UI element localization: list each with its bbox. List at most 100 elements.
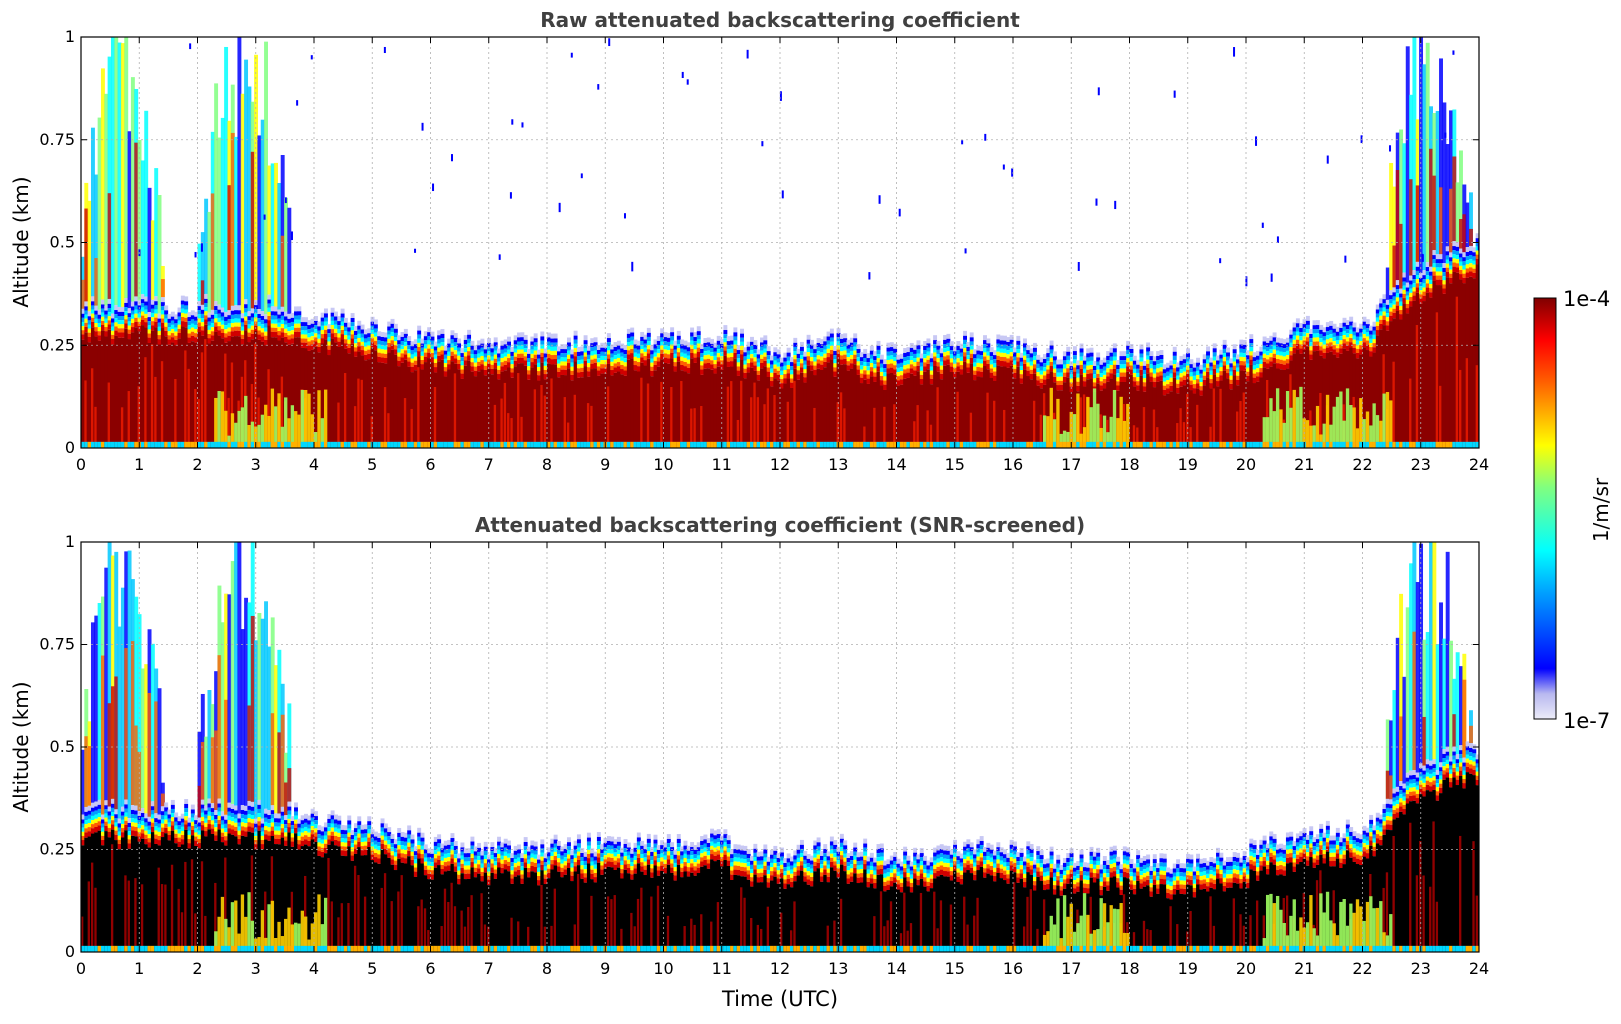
edge-band-cell [1226,352,1230,356]
core-streak-cell [1186,394,1188,448]
edge-band-cell [733,341,737,345]
edge-band-cell [457,338,461,343]
edge-band-cell [534,333,538,338]
edge-band-cell [584,335,588,340]
x-tick-label: 18 [1119,455,1139,474]
edge-band-cell [574,336,578,340]
edge-band-cell [880,355,884,360]
edge-band-cell [507,337,511,342]
noise-speck [1095,199,1097,206]
edge-band-cell [567,342,571,346]
edge-band-cell [351,322,355,326]
core-streak-cell [154,377,156,448]
core-streak-cell [1466,358,1468,448]
x-tick-label: 9 [600,455,610,474]
core-streak-cell [587,403,589,448]
plume-core-cell [1469,229,1473,246]
noise-speck [1098,87,1100,95]
plume-core-cell [161,279,165,297]
edge-band-cell [467,330,471,335]
core-streak-cell [757,397,759,448]
core-streak-cell [787,402,789,448]
edge-band-cell [351,318,355,322]
core-streak-cell [1033,401,1035,448]
edge-band-cell [670,332,674,336]
edge-band-cell [407,336,411,341]
edge-band-cell [184,296,188,301]
edge-band-cell [740,338,744,342]
edge-band-cell [1113,348,1117,352]
edge-band-cell [647,341,651,345]
edge-band-cell [793,338,797,343]
x-tick-label: 5 [367,455,377,474]
core-streak-cell [550,378,552,448]
edge-band-cell [324,318,328,322]
noise-speck [296,100,298,105]
core-streak-cell [500,399,502,448]
noise-speck [899,209,901,217]
edge-band-cell [800,342,804,347]
core-streak-cell [534,389,536,448]
edge-band-cell [1016,336,1020,341]
core-streak-cell [517,373,519,448]
edge-band-cell [164,310,168,314]
edge-band-cell [870,346,874,351]
edge-band-cell [454,333,458,338]
edge-band-cell [344,318,348,323]
core-streak-cell [188,369,190,448]
noise-speck [1444,133,1446,138]
edge-band-cell [351,313,355,318]
edge-band-cell [986,338,990,343]
x-tick-label: 22 [1352,455,1372,474]
edge-band-cell [1139,349,1143,353]
edge-band-cell [1066,356,1070,360]
noise-speck [581,173,583,178]
core-streak-cell [128,881,130,952]
x-tick-label: 23 [1411,455,1431,474]
x-tick-label: 16 [1003,455,1023,474]
core-streak-cell [1213,388,1215,448]
edge-band-cell [926,338,930,343]
x-tick-label: 20 [1236,455,1256,474]
noise-speck [1114,201,1116,209]
noise-speck [285,197,287,203]
core-streak-cell [647,383,649,448]
edge-band-cell [830,329,834,334]
edge-band-cell [916,340,920,345]
x-tick-label: 8 [542,455,552,474]
raw-backscatter-panel: Raw attenuated backscattering coefficien… [9,8,1489,474]
edge-band-cell [524,335,528,340]
edge-band-cell [334,312,338,317]
edge-band-cell [1146,347,1150,351]
core-streak-cell [544,396,546,448]
edge-band-cell [574,331,578,336]
edge-band-cell [677,331,681,336]
core-streak-cell [916,405,918,448]
edge-band-cell [494,342,498,346]
core-streak-cell [134,878,136,952]
edge-band-cell [1226,348,1230,353]
noise-speck [1255,136,1257,146]
x-tick-label: 21 [1294,455,1314,474]
edge-band-cell [830,338,834,342]
edge-band-cell [1053,351,1057,356]
edge-band-cell [1113,343,1117,348]
edge-band-cell [361,325,365,330]
core-streak-cell [184,350,186,448]
edge-band-cell [877,346,881,350]
noise-speck [264,215,266,220]
edge-band-cell [341,314,345,318]
edge-band-cell [440,338,444,342]
edge-band-cell [554,334,558,339]
edge-band-cell [933,335,937,340]
core-streak-cell [750,397,752,448]
y-tick-label: 0.25 [39,335,75,354]
noise-speck [1003,165,1005,170]
x-tick-label: 0 [76,455,86,474]
edge-band-cell [843,333,847,338]
edge-band-cell [800,347,804,351]
core-streak-cell [357,379,359,448]
x-tick-label: 6 [425,455,435,474]
core-streak-cell [607,386,609,448]
